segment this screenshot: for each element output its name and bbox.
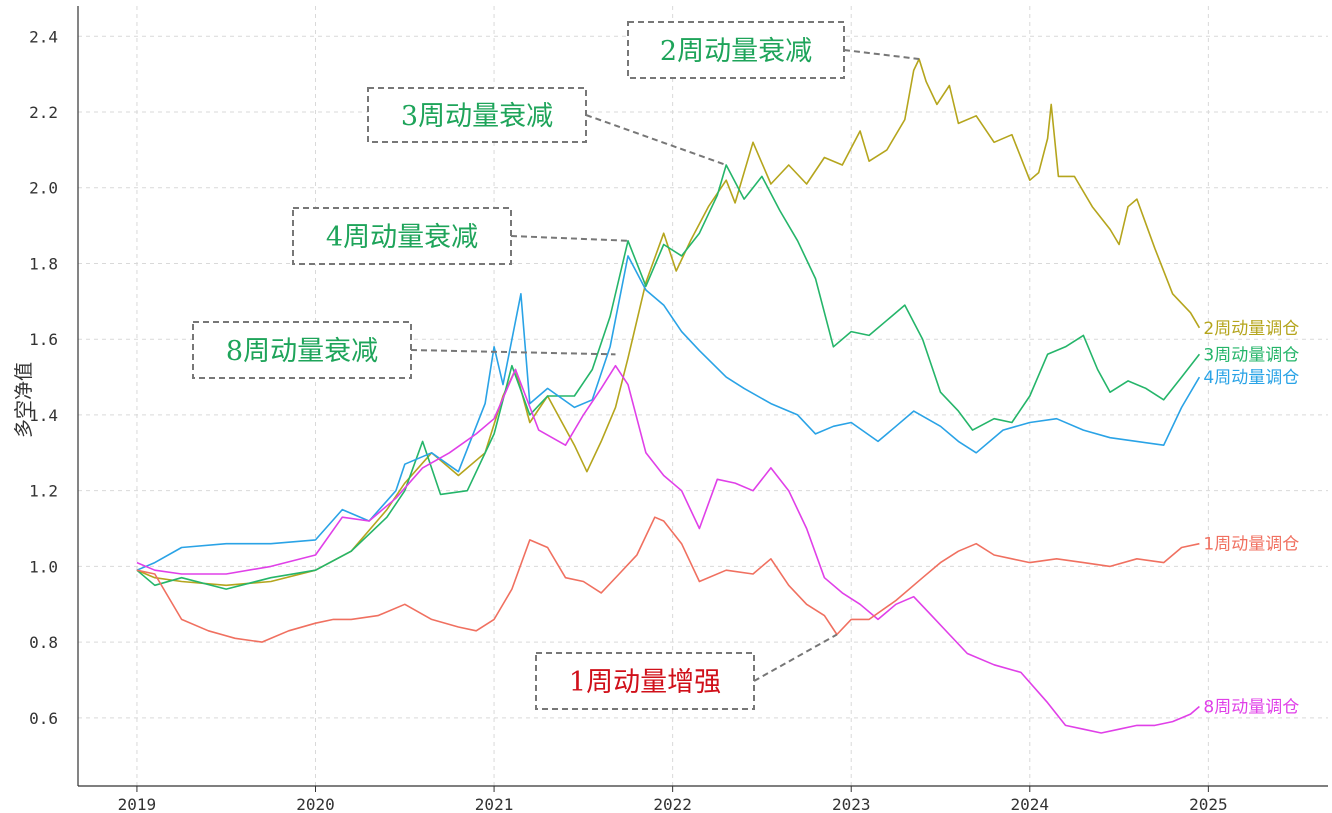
y-tick-label: 2.2 bbox=[29, 103, 58, 122]
y-tick-label: 2.0 bbox=[29, 179, 58, 198]
series-line-5 bbox=[136, 516, 1200, 643]
annotation-leader bbox=[843, 49, 920, 61]
annotation-leader bbox=[510, 235, 629, 242]
y-tick-label: 1.4 bbox=[29, 406, 58, 425]
end-labels: 2周动量调仓 3周动量调仓 4周动量调仓 8周动量调仓 1周动量调仓 bbox=[1203, 319, 1299, 718]
x-tick-label: 2021 bbox=[475, 795, 514, 813]
x-tick-label: 2023 bbox=[832, 795, 871, 813]
annotation-text: 3周动量衰减 bbox=[401, 101, 553, 132]
x-tick-label: 2019 bbox=[118, 795, 157, 813]
annotation-text: 1周动量增强 bbox=[569, 667, 721, 698]
y-tick-label: 0.8 bbox=[29, 633, 58, 652]
x-tick-label: 2024 bbox=[1011, 795, 1050, 813]
annotation-leader bbox=[410, 349, 616, 356]
annotation-text: 8周动量衰减 bbox=[226, 336, 378, 367]
y-tick-label: 1.0 bbox=[29, 557, 58, 576]
y-tick-label: 1.6 bbox=[29, 330, 58, 349]
annotation-text: 4周动量衰减 bbox=[326, 222, 478, 253]
series-end-label: 2周动量调仓 bbox=[1203, 319, 1299, 339]
annotation-box bbox=[535, 652, 755, 710]
y-axis-label: 多空净值 bbox=[13, 362, 35, 438]
annotations: 2周动量衰减 3周动量衰减 4周动量衰减 8周动量衰减 1周动量增强 bbox=[192, 21, 920, 710]
series-line-1 bbox=[136, 58, 1201, 587]
x-tick-label: 2022 bbox=[653, 795, 692, 813]
series-end-label: 1周动量调仓 bbox=[1203, 535, 1299, 555]
y-tick-label: 1.8 bbox=[29, 254, 58, 273]
y-tick-label: 1.2 bbox=[29, 482, 58, 501]
series-end-label: 3周动量调仓 bbox=[1203, 345, 1299, 365]
y-tick-label: 2.4 bbox=[29, 27, 58, 46]
x-tick-label: 2020 bbox=[296, 795, 335, 813]
annotation-leader bbox=[753, 633, 838, 682]
annotation-text: 2周动量衰减 bbox=[660, 36, 812, 67]
series-group bbox=[136, 58, 1201, 734]
annotation-box bbox=[192, 321, 412, 379]
annotation-leader bbox=[585, 114, 727, 166]
series-line-3 bbox=[136, 255, 1201, 571]
series-end-label: 8周动量调仓 bbox=[1203, 697, 1299, 717]
axes: 0.6 0.8 1.0 1.2 1.4 1.6 1.8 2.0 2.2 2.4 2019 2020 20… bbox=[29, 6, 1328, 813]
x-tick-label: 2025 bbox=[1189, 795, 1228, 813]
series-line-4 bbox=[136, 364, 1200, 734]
series-line-2 bbox=[136, 164, 1201, 590]
annotation-box bbox=[292, 207, 512, 265]
annotation-box bbox=[627, 21, 845, 79]
series-end-label: 4周动量调仓 bbox=[1203, 368, 1299, 388]
annotation-box bbox=[367, 87, 587, 143]
y-tick-label: 0.6 bbox=[29, 709, 58, 728]
